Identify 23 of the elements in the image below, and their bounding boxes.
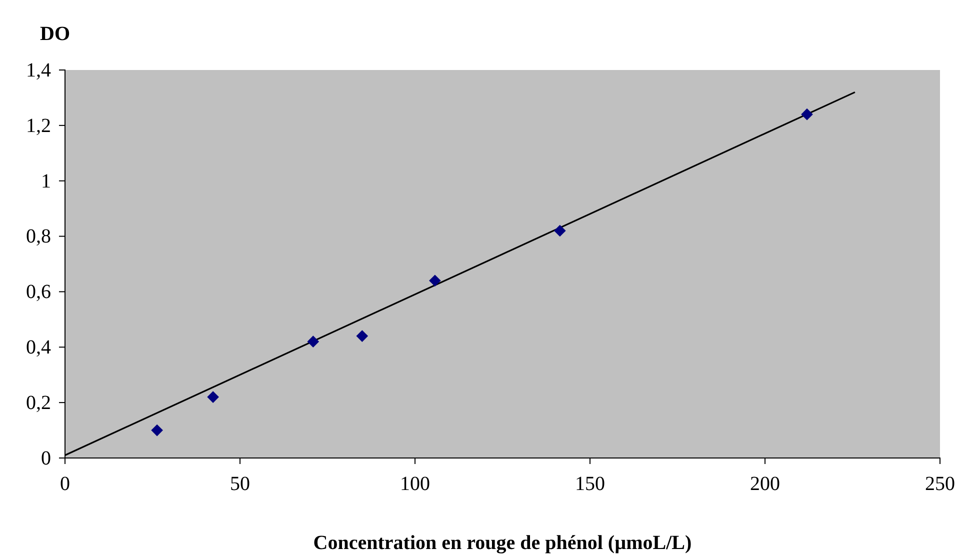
- point: [801, 108, 813, 120]
- y-tick-label: 1,2: [26, 114, 51, 137]
- x-tick-label: 250: [925, 473, 955, 496]
- y-tick-label: 0: [41, 447, 51, 470]
- y-tick-label: 1: [41, 170, 51, 192]
- y-tick-label: 1,4: [26, 59, 51, 82]
- x-tick-label: 100: [400, 473, 430, 496]
- x-tick-label: 200: [750, 473, 780, 496]
- y-tick-label: 0,4: [26, 336, 51, 359]
- y-tick-label: 0,2: [26, 392, 51, 414]
- point: [307, 336, 320, 348]
- y-axis-title: DO: [40, 23, 70, 45]
- x-tick-label: 0: [60, 473, 70, 496]
- point: [151, 424, 163, 436]
- y-tick-label: 0,6: [26, 281, 51, 304]
- point: [429, 274, 441, 287]
- y-tick-label: 0,8: [26, 226, 51, 248]
- point: [356, 330, 368, 342]
- x-axis-title: Concentration en rouge de phénol (µmoL/L): [313, 532, 692, 554]
- point: [554, 224, 566, 237]
- x-tick-label: 150: [575, 473, 605, 496]
- point: [207, 391, 219, 403]
- x-tick-label: 50: [230, 473, 250, 496]
